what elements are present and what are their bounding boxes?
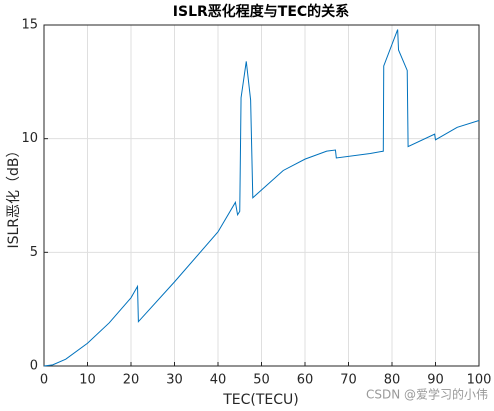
- data-line: [43, 29, 480, 367]
- x-tick-label: 30: [166, 373, 183, 388]
- y-tick-label: 0: [30, 359, 38, 374]
- x-tick-label: 20: [123, 373, 140, 388]
- x-tick-label: 90: [427, 373, 444, 388]
- x-tick-label: 10: [79, 373, 96, 388]
- x-tick-label: 0: [40, 373, 48, 388]
- watermark: CSDN @爱学习的小伟: [366, 387, 488, 402]
- x-tick-label: 100: [467, 373, 492, 388]
- axes-box: [43, 24, 480, 367]
- x-tick-label: 80: [384, 373, 401, 388]
- x-tick-label: 60: [297, 373, 314, 388]
- x-tick-label: 70: [340, 373, 357, 388]
- y-tick-label: 5: [30, 245, 38, 260]
- y-axis-label: ISLR恶化（dB）: [6, 143, 22, 248]
- x-tick-label: 50: [253, 373, 270, 388]
- x-tick-label: 40: [210, 373, 227, 388]
- y-tick-label: 15: [21, 18, 38, 33]
- x-axis-label: TEC(TECU): [222, 392, 299, 408]
- y-tick-label: 10: [21, 131, 38, 146]
- chart-title: ISLR恶化程度与TEC的关系: [173, 3, 349, 20]
